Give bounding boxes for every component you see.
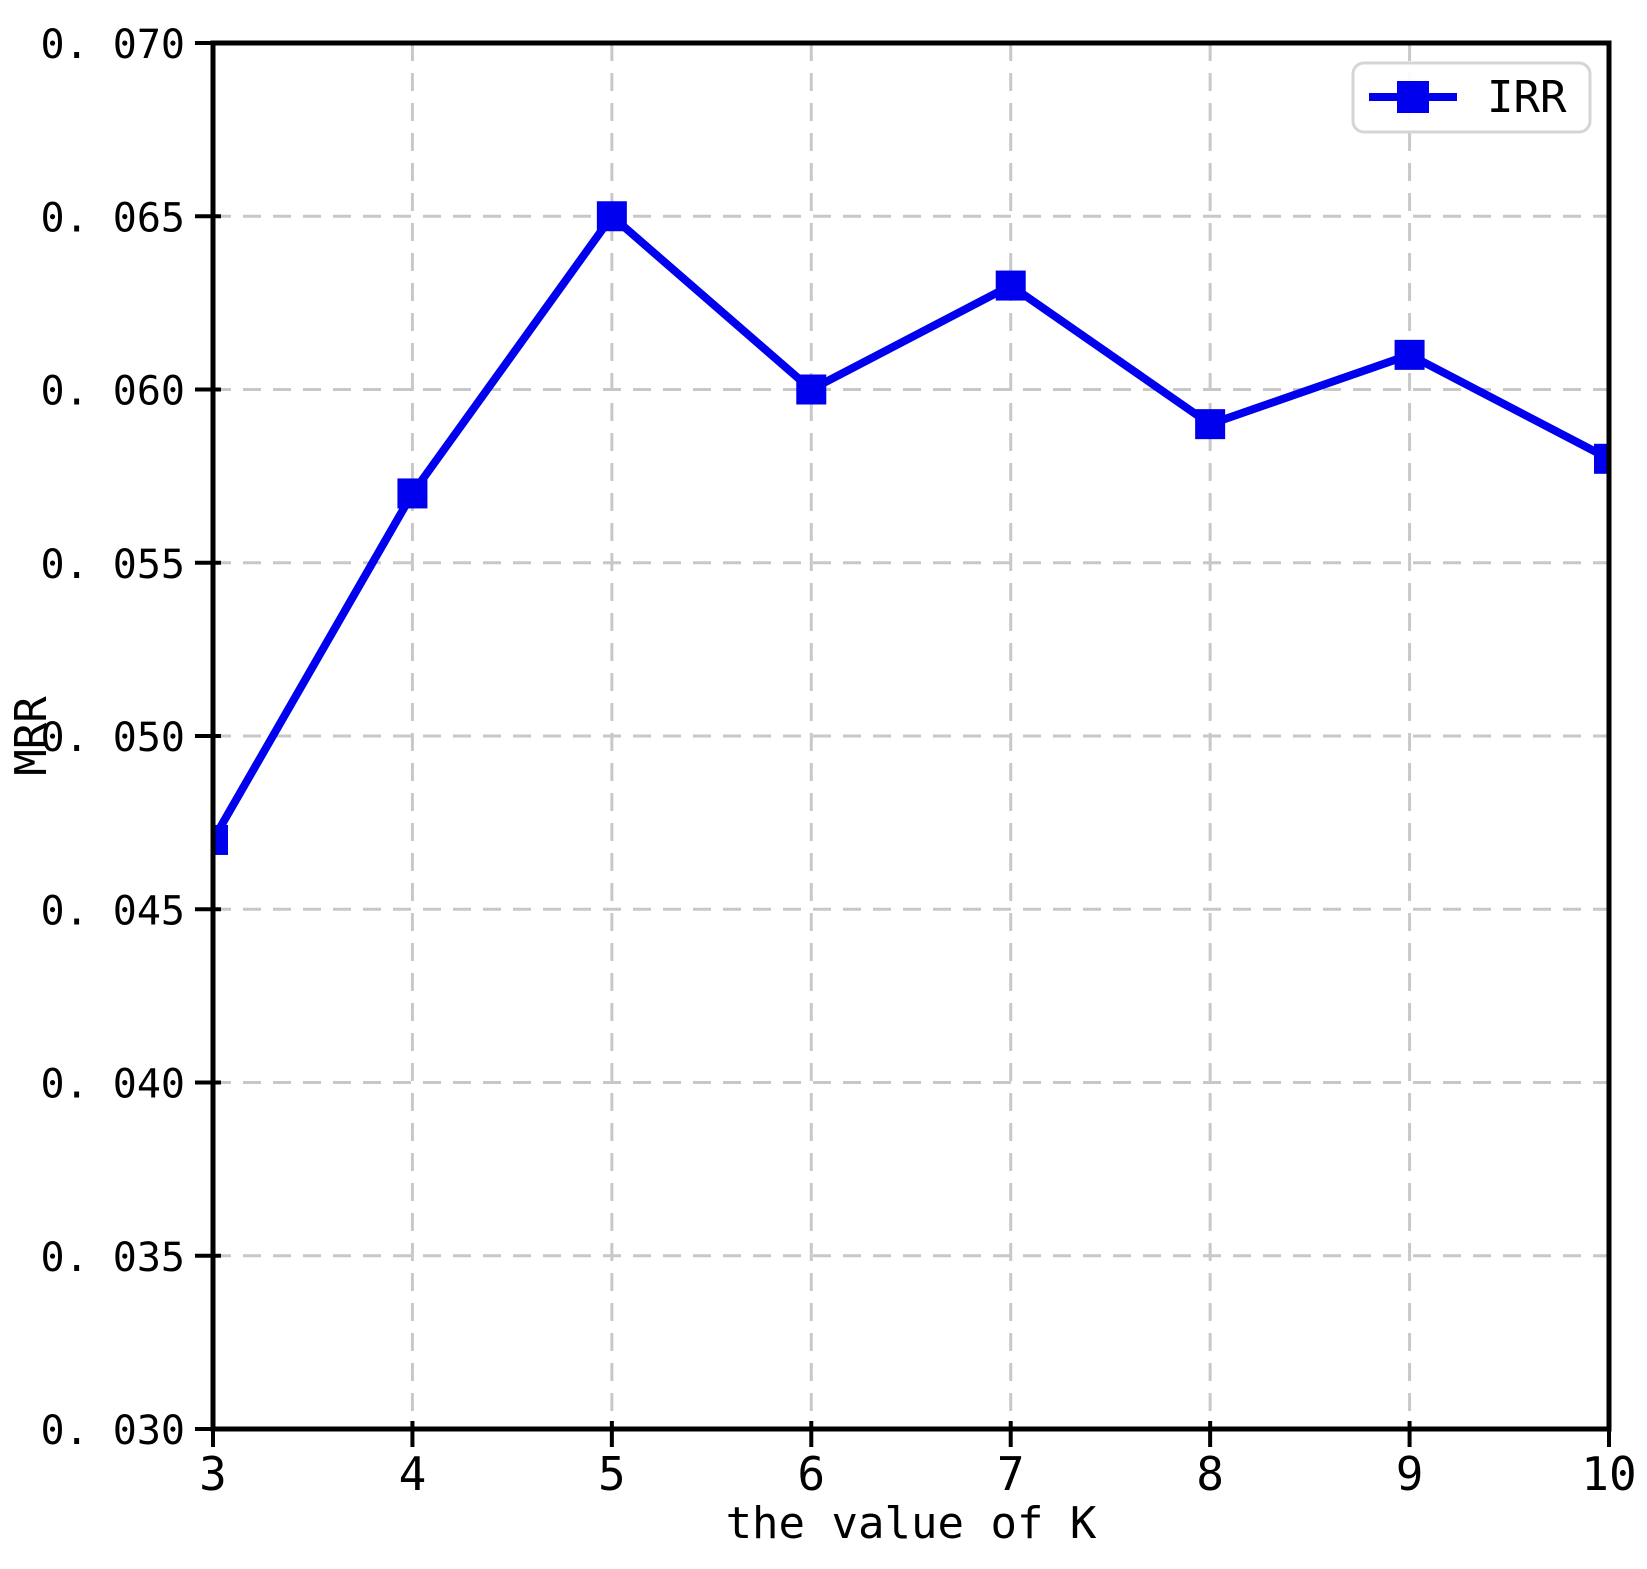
y-tick-label: 0. 070 <box>41 22 186 68</box>
series-line-irr <box>213 210 1609 842</box>
data-point-marker <box>213 824 228 855</box>
data-point-marker <box>596 201 627 232</box>
x-axis-label: the value of K <box>726 1498 1097 1549</box>
x-tick-label: 7 <box>997 1447 1025 1501</box>
data-point-marker <box>995 270 1026 301</box>
y-tick-label: 0. 050 <box>41 715 186 761</box>
data-point-marker <box>796 374 827 405</box>
x-tick-label: 9 <box>1396 1447 1424 1501</box>
legend-marker <box>1397 81 1429 113</box>
x-tick-label: 10 <box>1581 1447 1636 1501</box>
y-tick-label: 0. 065 <box>41 195 186 241</box>
legend-label: IRR <box>1487 72 1567 123</box>
series-group <box>213 201 1609 855</box>
y-tick-label: 0. 060 <box>41 369 186 415</box>
tick-marks <box>195 41 1611 1447</box>
x-tick-label: 3 <box>199 1447 227 1501</box>
legend-box <box>1351 61 1592 134</box>
y-axis-label: MRR <box>6 696 57 776</box>
data-point-marker <box>397 478 428 509</box>
x-tick-label: 5 <box>598 1447 626 1501</box>
x-tick-label: 8 <box>1196 1447 1224 1501</box>
y-tick-label: 0. 040 <box>41 1062 186 1108</box>
y-tick-label: 0. 045 <box>41 888 186 934</box>
legend: IRR <box>1351 61 1592 134</box>
y-tick-label: 0. 035 <box>41 1235 186 1281</box>
x-tick-label: 4 <box>399 1447 427 1501</box>
data-point-marker <box>1394 339 1425 370</box>
x-tick-label: 6 <box>797 1447 825 1501</box>
data-point-marker <box>1594 443 1609 474</box>
y-tick-label: 0. 030 <box>41 1408 186 1454</box>
y-tick-label: 0. 055 <box>41 542 186 588</box>
data-point-marker <box>1195 409 1226 440</box>
